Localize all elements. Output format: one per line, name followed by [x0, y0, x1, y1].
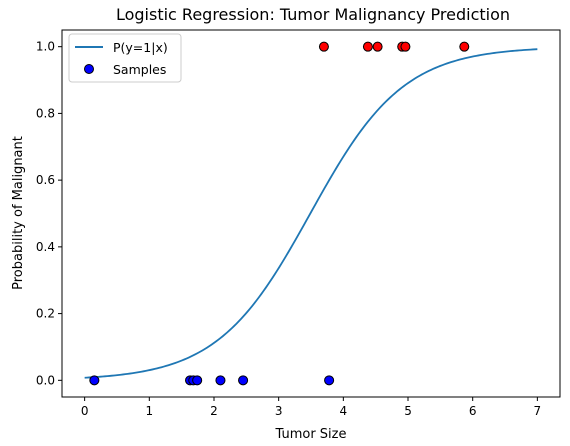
y-tick-label: 0.8: [36, 106, 55, 120]
x-tick-label: 7: [534, 404, 542, 418]
legend: P(y=1|x) Samples: [68, 33, 182, 83]
y-tick-label: 0.0: [36, 373, 55, 387]
x-tick-label: 1: [145, 404, 153, 418]
sample-point-malignant: [318, 41, 329, 52]
legend-marker-swatch: [84, 64, 94, 74]
sample-point-benign: [324, 375, 335, 386]
x-tick-label: 6: [469, 404, 477, 418]
logistic-curve: [84, 48, 538, 379]
x-tick-label: 3: [275, 404, 283, 418]
y-tick-label: 1.0: [36, 40, 55, 54]
sample-point-malignant: [459, 41, 470, 52]
y-tick-label: 0.6: [36, 173, 55, 187]
y-axis-label: Probability of Malignant: [11, 136, 26, 290]
plot-frame: [61, 29, 561, 398]
x-tick-label: 4: [340, 404, 348, 418]
x-tick-label: 0: [81, 404, 89, 418]
sample-points: [89, 41, 470, 386]
plot-area: 0 1 2 3 4 5 6 7 0.0 0.2 0.4 0.6 0.8 1.0: [36, 29, 561, 418]
x-axis-label: Tumor Size: [275, 427, 347, 442]
legend-label-samples: Samples: [113, 62, 166, 77]
sample-point-benign: [192, 375, 203, 386]
legend-label-curve: P(y=1|x): [113, 40, 168, 55]
chart-title: Logistic Regression: Tumor Malignancy Pr…: [116, 5, 510, 24]
x-tick-label: 5: [404, 404, 412, 418]
y-tick-label: 0.4: [36, 240, 55, 254]
curve-layer: [84, 48, 538, 379]
sample-point-benign: [215, 375, 226, 386]
sample-point-malignant: [400, 41, 411, 52]
sample-point-benign: [238, 375, 249, 386]
axis-ticks: 0 1 2 3 4 5 6 7 0.0 0.2 0.4 0.6 0.8 1.0: [36, 40, 541, 418]
sample-point-benign: [89, 375, 100, 386]
sample-point-malignant: [372, 41, 383, 52]
x-tick-label: 2: [210, 404, 218, 418]
sample-point-malignant: [362, 41, 373, 52]
y-tick-label: 0.2: [36, 307, 55, 321]
